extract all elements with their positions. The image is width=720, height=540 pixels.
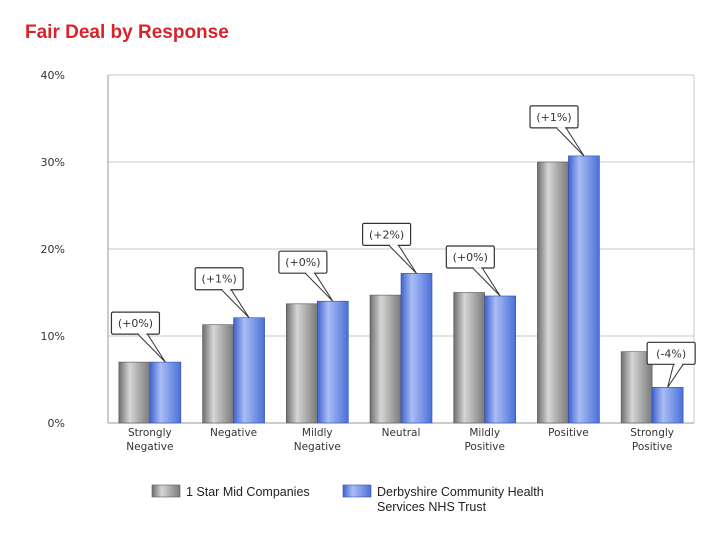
callout-box (529, 105, 579, 129)
y-tick-label: 40% (41, 69, 65, 82)
bar-derbyshire-nhs-trust (316, 300, 349, 424)
x-tick-label-line2: Positive (464, 441, 504, 453)
bar-1-star-mid-companies (118, 361, 151, 424)
bar-1-star-mid-companies (285, 303, 318, 424)
bar-derbyshire-nhs-trust (568, 155, 600, 424)
x-tick-label-line1: Strongly (128, 427, 172, 439)
callout-label: (+2%) (369, 228, 404, 241)
callout-label: (+1%) (536, 111, 571, 124)
x-tick-label: Neutral (382, 427, 421, 439)
bar-derbyshire-nhs-trust (484, 295, 517, 424)
callout-pointer (667, 363, 685, 388)
callout-pointer (471, 267, 501, 297)
callout-pointer (555, 127, 585, 157)
x-tick-label-line2: Positive (632, 441, 672, 453)
plot-area: 0% 10% 20% 30% 40% Strongly Negative Negative Mi… (41, 69, 696, 514)
callout-label: (+1%) (202, 273, 237, 286)
y-tick-label: 10% (41, 330, 65, 343)
callout-pointer (387, 244, 417, 274)
x-tick-label-line1: Mildly (302, 427, 333, 439)
legend-swatch-1-star-mid-companies (151, 484, 181, 498)
callout-pointer (304, 272, 334, 302)
y-tick-label: 20% (41, 243, 65, 256)
x-tick-label: Positive (548, 427, 588, 439)
callout-box (278, 250, 328, 274)
x-tick-label-line2: Negative (126, 441, 173, 453)
legend-label-derbyshire-line2: Services NHS Trust (377, 500, 487, 514)
callout-box (445, 245, 495, 269)
callout-label: (-4%) (656, 347, 686, 360)
callout-box (646, 341, 696, 365)
callout-label: (+0%) (453, 251, 488, 264)
bar-1-star-mid-companies (369, 294, 402, 424)
y-tick-label: 0% (48, 417, 65, 430)
callout-box (362, 222, 412, 246)
callout-pointer (136, 333, 166, 363)
bar-derbyshire-nhs-trust (233, 317, 265, 424)
x-tick-label-line1: Mildly (469, 427, 500, 439)
x-tick-label-line2: Negative (294, 441, 341, 453)
chart-title: Fair Deal by Response (25, 22, 229, 43)
y-tick-label: 30% (41, 156, 65, 169)
callout-label: (+0%) (118, 317, 153, 330)
bar-derbyshire-nhs-trust (651, 387, 684, 424)
bar-derbyshire-nhs-trust (149, 361, 182, 424)
callout-pointer (220, 289, 250, 319)
x-tick-label: Negative (210, 427, 257, 439)
x-tick-label-line1: Strongly (630, 427, 674, 439)
callout-box (194, 267, 244, 291)
legend-label-derbyshire-line1: Derbyshire Community Health (377, 485, 544, 499)
bar-1-star-mid-companies (453, 292, 486, 424)
bar-1-star-mid-companies (537, 161, 569, 424)
callout-box (110, 311, 161, 335)
legend-swatch-derbyshire-nhs-trust (342, 484, 372, 498)
legend-label-1-star-mid-companies: 1 Star Mid Companies (186, 485, 310, 499)
callout-label: (+0%) (285, 256, 320, 269)
bar-derbyshire-nhs-trust (400, 273, 433, 424)
bar-1-star-mid-companies (202, 324, 234, 424)
